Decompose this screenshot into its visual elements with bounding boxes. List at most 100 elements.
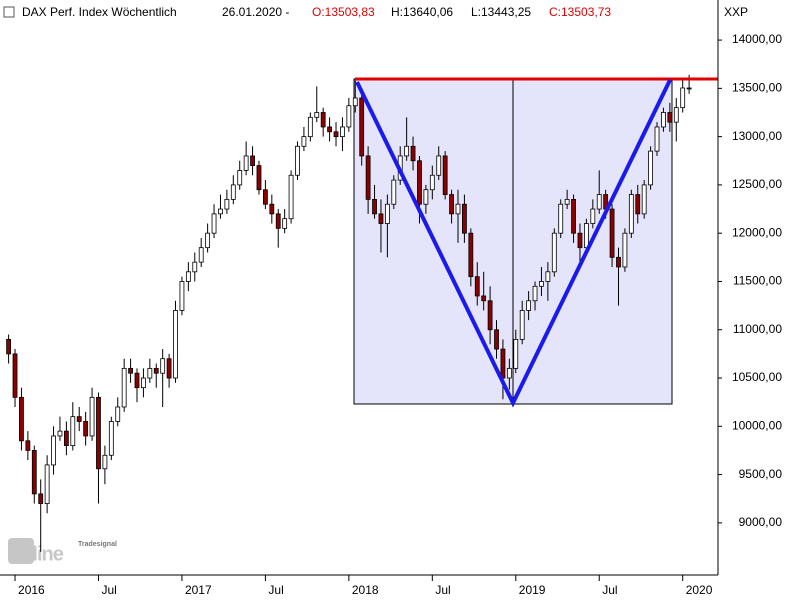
- x-tick-label: 2018: [352, 583, 379, 597]
- candle-body: [545, 271, 551, 282]
- candle-body: [262, 189, 268, 205]
- y-tick-label: 10500,00: [732, 370, 782, 384]
- candle-body: [288, 174, 294, 220]
- candle-body: [551, 232, 557, 273]
- symbol: XXP: [724, 5, 748, 19]
- candle-body: [327, 126, 332, 133]
- candle-body: [417, 160, 422, 205]
- candle-body: [102, 454, 108, 470]
- candle-body: [198, 247, 204, 263]
- candle-body: [590, 208, 596, 224]
- candle-body: [455, 203, 461, 215]
- watermark-logo: online: [10, 543, 64, 565]
- candle-body: [352, 97, 358, 107]
- candle-body: [192, 261, 198, 273]
- candle-body: [333, 131, 339, 138]
- header-low: L:13443,25: [471, 5, 531, 19]
- candle-body: [378, 213, 384, 224]
- candle-body: [564, 198, 570, 205]
- candle-body: [173, 310, 178, 379]
- y-tick-label: 12500,00: [732, 177, 782, 191]
- candle-body: [462, 203, 467, 234]
- candle-body: [609, 208, 615, 258]
- header-open: O:13503,83: [312, 5, 375, 19]
- candle-body: [307, 116, 313, 138]
- candle-body: [134, 372, 140, 389]
- x-tick-label: 2019: [519, 583, 546, 597]
- candle-body: [442, 155, 448, 195]
- y-tick-label: 9500,00: [739, 467, 783, 481]
- candle-body: [282, 218, 288, 229]
- candle-body: [577, 232, 583, 249]
- candle-body: [250, 155, 255, 166]
- candle-body: [571, 198, 576, 234]
- candle-body: [19, 396, 24, 442]
- x-tick-label: Jul: [435, 583, 450, 597]
- menu-icon[interactable]: [3, 6, 15, 18]
- candle-body: [153, 367, 159, 374]
- candle-body: [128, 367, 133, 374]
- y-tick-label: 13000,00: [732, 129, 782, 143]
- candle-body: [583, 223, 589, 249]
- candle-body: [44, 464, 50, 504]
- candles: [6, 74, 692, 552]
- candle-body: [211, 213, 217, 234]
- candle-body: [237, 170, 243, 186]
- candle-body: [526, 300, 532, 311]
- chart-title: DAX Perf. Index Wöchentlich: [22, 5, 177, 19]
- candle-body: [256, 165, 262, 191]
- axes: 9000,00 9500,00 10000,00 10500,00 11000,00 11…: [14, 32, 783, 597]
- candle-body: [269, 203, 275, 215]
- watermark-box: [8, 538, 34, 564]
- candle-body: [31, 450, 37, 495]
- y-tick-label: 9000,00: [739, 515, 783, 529]
- candle-body: [121, 367, 127, 408]
- candle-body: [429, 174, 435, 191]
- candle-body: [500, 348, 506, 379]
- candle-body: [494, 329, 499, 350]
- candle-body: [391, 179, 397, 205]
- x-tick-label: 2016: [18, 583, 45, 597]
- candle-body: [622, 232, 628, 268]
- candle-body: [359, 97, 365, 157]
- candle-body: [25, 440, 31, 451]
- candle-body: [654, 126, 660, 152]
- header-high: H:13640,06: [391, 5, 453, 19]
- candle-body: [648, 150, 653, 186]
- candle-body: [474, 276, 480, 297]
- candle-body: [404, 145, 410, 157]
- x-tick-label: 2020: [686, 583, 713, 597]
- candle-body: [57, 430, 63, 437]
- y-tick-label: 13500,00: [732, 81, 782, 95]
- candle-body: [243, 155, 249, 171]
- candle-body: [449, 194, 454, 215]
- candle-body: [680, 87, 686, 109]
- candle-body: [314, 112, 320, 118]
- x-tick-label: Jul: [602, 583, 617, 597]
- candle-body: [616, 256, 621, 268]
- candle-body: [89, 396, 95, 437]
- candle-body: [481, 295, 487, 302]
- candle-body: [83, 421, 89, 437]
- header-date: 26.01.2020 -: [222, 5, 289, 19]
- candle-body: [6, 338, 12, 355]
- candle-body: [295, 145, 300, 176]
- candle-body: [532, 285, 538, 302]
- candle-body: [628, 194, 634, 234]
- y-tick-label: 14000,00: [732, 32, 782, 46]
- y-tick-label: 11000,00: [733, 322, 782, 336]
- candle-body: [96, 396, 101, 470]
- candle-body: [76, 416, 82, 422]
- candle-body: [340, 126, 345, 138]
- candle-body: [141, 377, 146, 389]
- y-tick-label: 10000,00: [732, 418, 782, 432]
- candle-body: [230, 184, 236, 200]
- candle-body: [423, 189, 429, 205]
- x-tick-label: 2017: [185, 583, 212, 597]
- candle-body: [346, 105, 352, 128]
- candle-body: [519, 310, 525, 340]
- candle-body: [205, 232, 211, 249]
- candle-body: [218, 208, 223, 215]
- candle-body: [539, 281, 544, 287]
